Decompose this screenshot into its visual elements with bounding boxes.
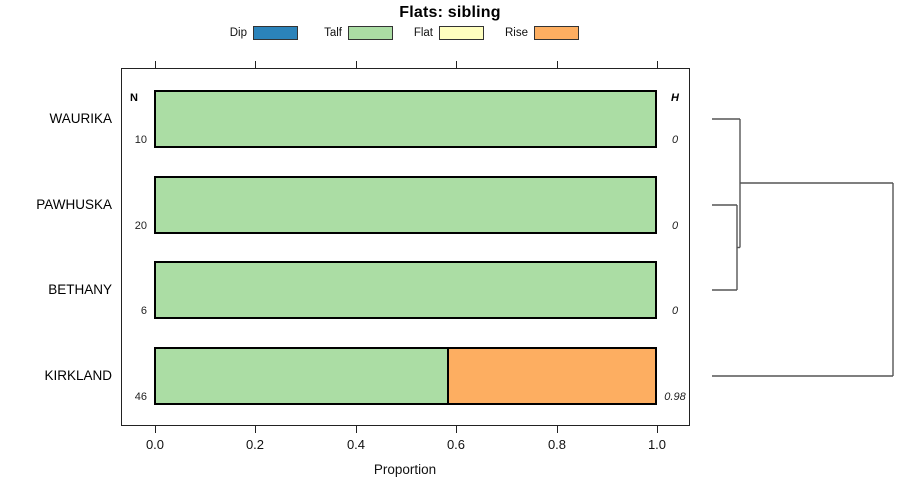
- x-tick-top: [557, 61, 559, 68]
- row-label-kirkland: KIRKLAND: [44, 368, 112, 383]
- x-tick-label: 1.0: [647, 437, 667, 452]
- h-column-header: H: [671, 92, 679, 104]
- legend-item-dip: Dip: [215, 25, 298, 41]
- row-label-waurika: WAURIKA: [49, 111, 112, 126]
- bar-segment-talf: [156, 178, 655, 232]
- row-label-bethany: BETHANY: [48, 282, 112, 297]
- x-tick-bottom: [657, 426, 659, 433]
- x-tick-top: [255, 61, 257, 68]
- bar-segment-rise: [448, 349, 655, 403]
- legend-swatch-talf: [348, 26, 393, 40]
- x-tick-bottom: [255, 426, 257, 433]
- x-tick-label: 0.8: [547, 437, 567, 452]
- row-label-pawhuska: PAWHUSKA: [36, 197, 112, 212]
- legend-label-flat: Flat: [413, 27, 433, 39]
- x-tick-top: [657, 61, 659, 68]
- bar-kirkland: [154, 347, 657, 405]
- x-tick-top: [456, 61, 458, 68]
- bar-segment-talf: [156, 263, 655, 317]
- x-tick-bottom: [557, 426, 559, 433]
- bar-waurika: [154, 90, 657, 148]
- n-value-kirkland: 46: [134, 391, 147, 403]
- chart-title: Flats: sibling: [399, 4, 501, 21]
- x-tick-top: [155, 61, 157, 68]
- x-tick-label: 0.6: [446, 437, 466, 452]
- h-value-kirkland: 0.98: [664, 391, 686, 403]
- bar-segment-talf: [156, 349, 449, 403]
- legend-item-flat: Flat: [401, 25, 484, 41]
- dendrogram: [712, 118, 894, 377]
- bar-segment-talf: [156, 92, 655, 146]
- plot-area: [121, 68, 690, 426]
- bar-pawhuska: [154, 176, 657, 234]
- legend-item-rise: Rise: [496, 25, 579, 41]
- x-tick-label: 0.0: [145, 437, 165, 452]
- legend-label-rise: Rise: [504, 27, 528, 39]
- legend-swatch-dip: [253, 26, 298, 40]
- n-value-waurika: 10: [134, 134, 147, 146]
- x-axis-label: Proportion: [373, 462, 437, 477]
- x-tick-bottom: [456, 426, 458, 433]
- bar-bethany: [154, 261, 657, 319]
- x-tick-bottom: [155, 426, 157, 433]
- n-column-header: N: [130, 92, 138, 104]
- x-tick-label: 0.4: [346, 437, 366, 452]
- legend-label-dip: Dip: [229, 27, 247, 39]
- legend-item-talf: Talf: [310, 25, 393, 41]
- legend-label-talf: Talf: [324, 27, 342, 39]
- h-value-pawhuska: 0: [671, 220, 679, 232]
- x-tick-label: 0.2: [245, 437, 265, 452]
- x-tick-top: [356, 61, 358, 68]
- n-value-pawhuska: 20: [134, 220, 147, 232]
- x-tick-bottom: [356, 426, 358, 433]
- legend-swatch-rise: [534, 26, 579, 40]
- h-value-waurika: 0: [671, 134, 679, 146]
- n-value-bethany: 6: [140, 305, 147, 317]
- h-value-bethany: 0: [671, 305, 679, 317]
- legend-swatch-flat: [439, 26, 484, 40]
